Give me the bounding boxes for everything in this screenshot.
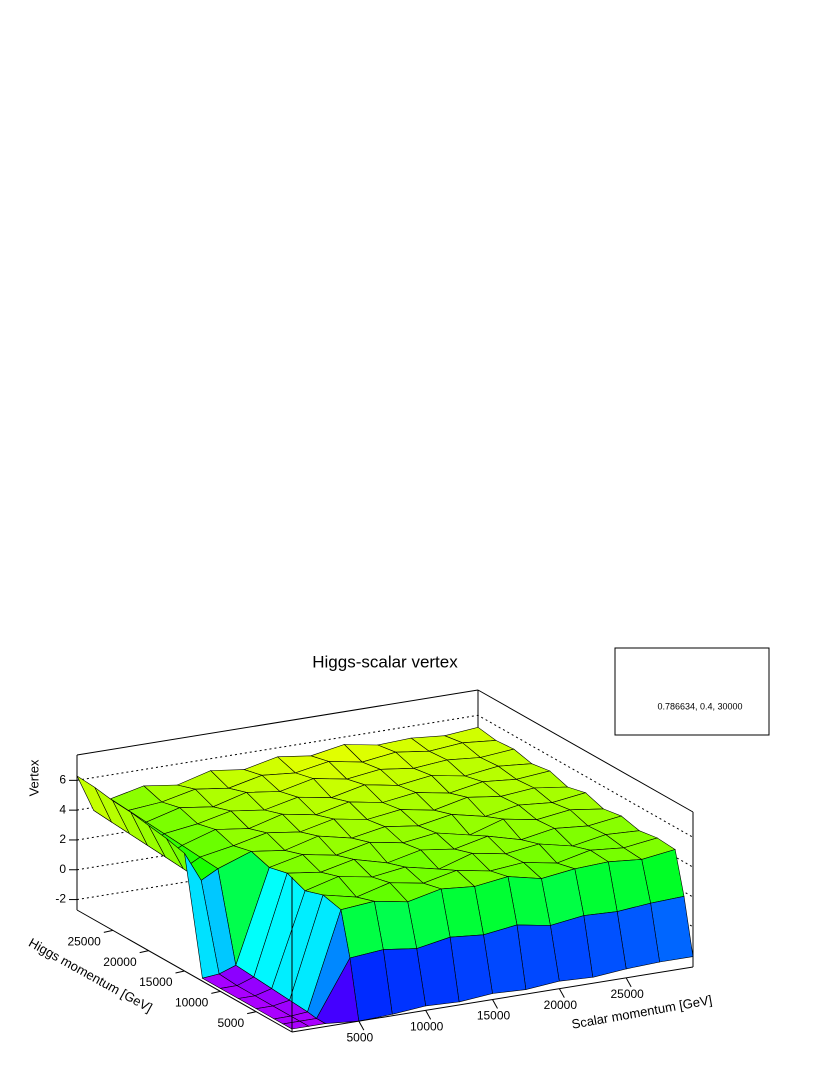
x-tick <box>425 1010 432 1020</box>
x-tick-label: 25000 <box>610 987 644 1001</box>
y-tick <box>247 1011 257 1015</box>
z-tick-label: 6 <box>59 773 66 787</box>
z-axis-title: Vertex <box>26 759 41 796</box>
y-tick-label: 15000 <box>139 975 173 989</box>
box-edge <box>477 689 694 813</box>
z-tick-label: -2 <box>55 892 66 906</box>
y-tick-label: 5000 <box>217 1016 244 1030</box>
y-tick <box>139 950 149 954</box>
y-tick <box>175 970 185 974</box>
x-tick-label: 10000 <box>410 1020 444 1034</box>
x-tick-label: 20000 <box>544 998 578 1012</box>
x-tick <box>358 1020 365 1031</box>
z-tick-label: 4 <box>59 802 66 816</box>
stats-box <box>614 647 770 736</box>
chart-title: Higgs-scalar vertex <box>312 652 458 671</box>
x-tick-label: 5000 <box>346 1030 373 1044</box>
y-tick-label: 10000 <box>175 996 209 1010</box>
z-tick-label: 0 <box>59 862 66 876</box>
x-tick <box>558 988 565 998</box>
y-tick-label: 20000 <box>103 955 137 969</box>
x-tick-label: 15000 <box>477 1009 511 1023</box>
y-tick <box>211 990 221 994</box>
box-edge <box>76 689 479 756</box>
y-tick <box>103 929 113 933</box>
x-tick <box>625 977 632 988</box>
z-tick-label: 2 <box>59 832 66 846</box>
grid-line <box>76 714 694 838</box>
y-tick-label: 25000 <box>67 935 101 949</box>
x-tick <box>492 999 498 1009</box>
surface-cell <box>282 1020 310 1030</box>
stats-text: 0.786634, 0.4, 30000 <box>657 701 742 711</box>
